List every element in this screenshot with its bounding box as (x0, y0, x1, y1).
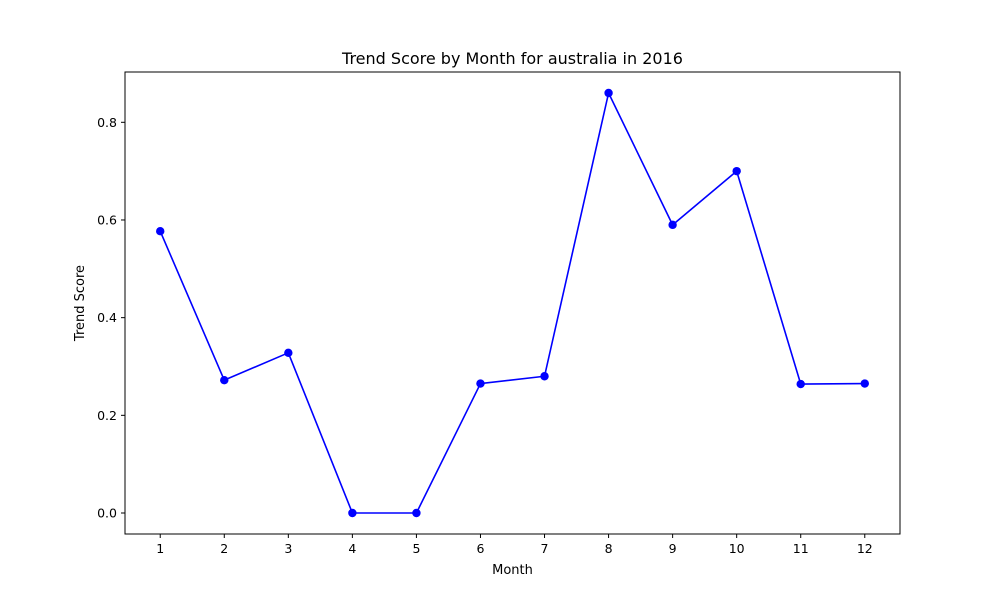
x-tick-label: 2 (220, 541, 228, 556)
data-point (156, 227, 165, 236)
x-axis-label: Month (492, 563, 533, 578)
y-tick-label: 0.2 (97, 408, 117, 423)
y-tick-label: 0.6 (97, 212, 117, 227)
y-tick-label: 0.0 (97, 506, 117, 521)
series-line (159, 92, 865, 514)
data-point (732, 166, 741, 176)
y-axis: 0.0 0.2 0.4 0.6 0.8 (97, 115, 125, 521)
data-point (348, 508, 357, 518)
x-tick-label: 9 (669, 541, 677, 556)
plot-area (156, 88, 869, 518)
data-point (668, 220, 677, 230)
data-point (284, 348, 293, 358)
y-axis-label: Trend Score (73, 265, 88, 342)
y-tick-label: 0.8 (97, 115, 117, 130)
x-tick-label: 4 (348, 541, 356, 556)
x-tick-label: 10 (729, 541, 745, 556)
x-tick-label: 8 (605, 541, 613, 556)
x-tick-label: 1 (156, 541, 164, 556)
x-tick-label: 11 (793, 541, 809, 556)
data-point (604, 88, 613, 98)
data-point (860, 379, 869, 388)
plot-frame (124, 71, 901, 535)
x-axis: 1 2 3 4 5 6 7 8 9 10 11 12 (156, 534, 873, 556)
chart-title: Trend Score by Month for australia in 20… (341, 49, 683, 68)
x-tick-label: 5 (412, 541, 420, 556)
data-point (220, 375, 229, 385)
x-tick-label: 7 (541, 541, 549, 556)
y-tick-label: 0.4 (97, 310, 117, 325)
data-point (412, 508, 421, 518)
data-point (796, 379, 805, 389)
data-point (540, 372, 549, 381)
x-tick-label: 12 (857, 541, 873, 556)
data-point (476, 379, 485, 388)
x-tick-label: 3 (284, 541, 292, 556)
x-tick-label: 6 (476, 541, 484, 556)
